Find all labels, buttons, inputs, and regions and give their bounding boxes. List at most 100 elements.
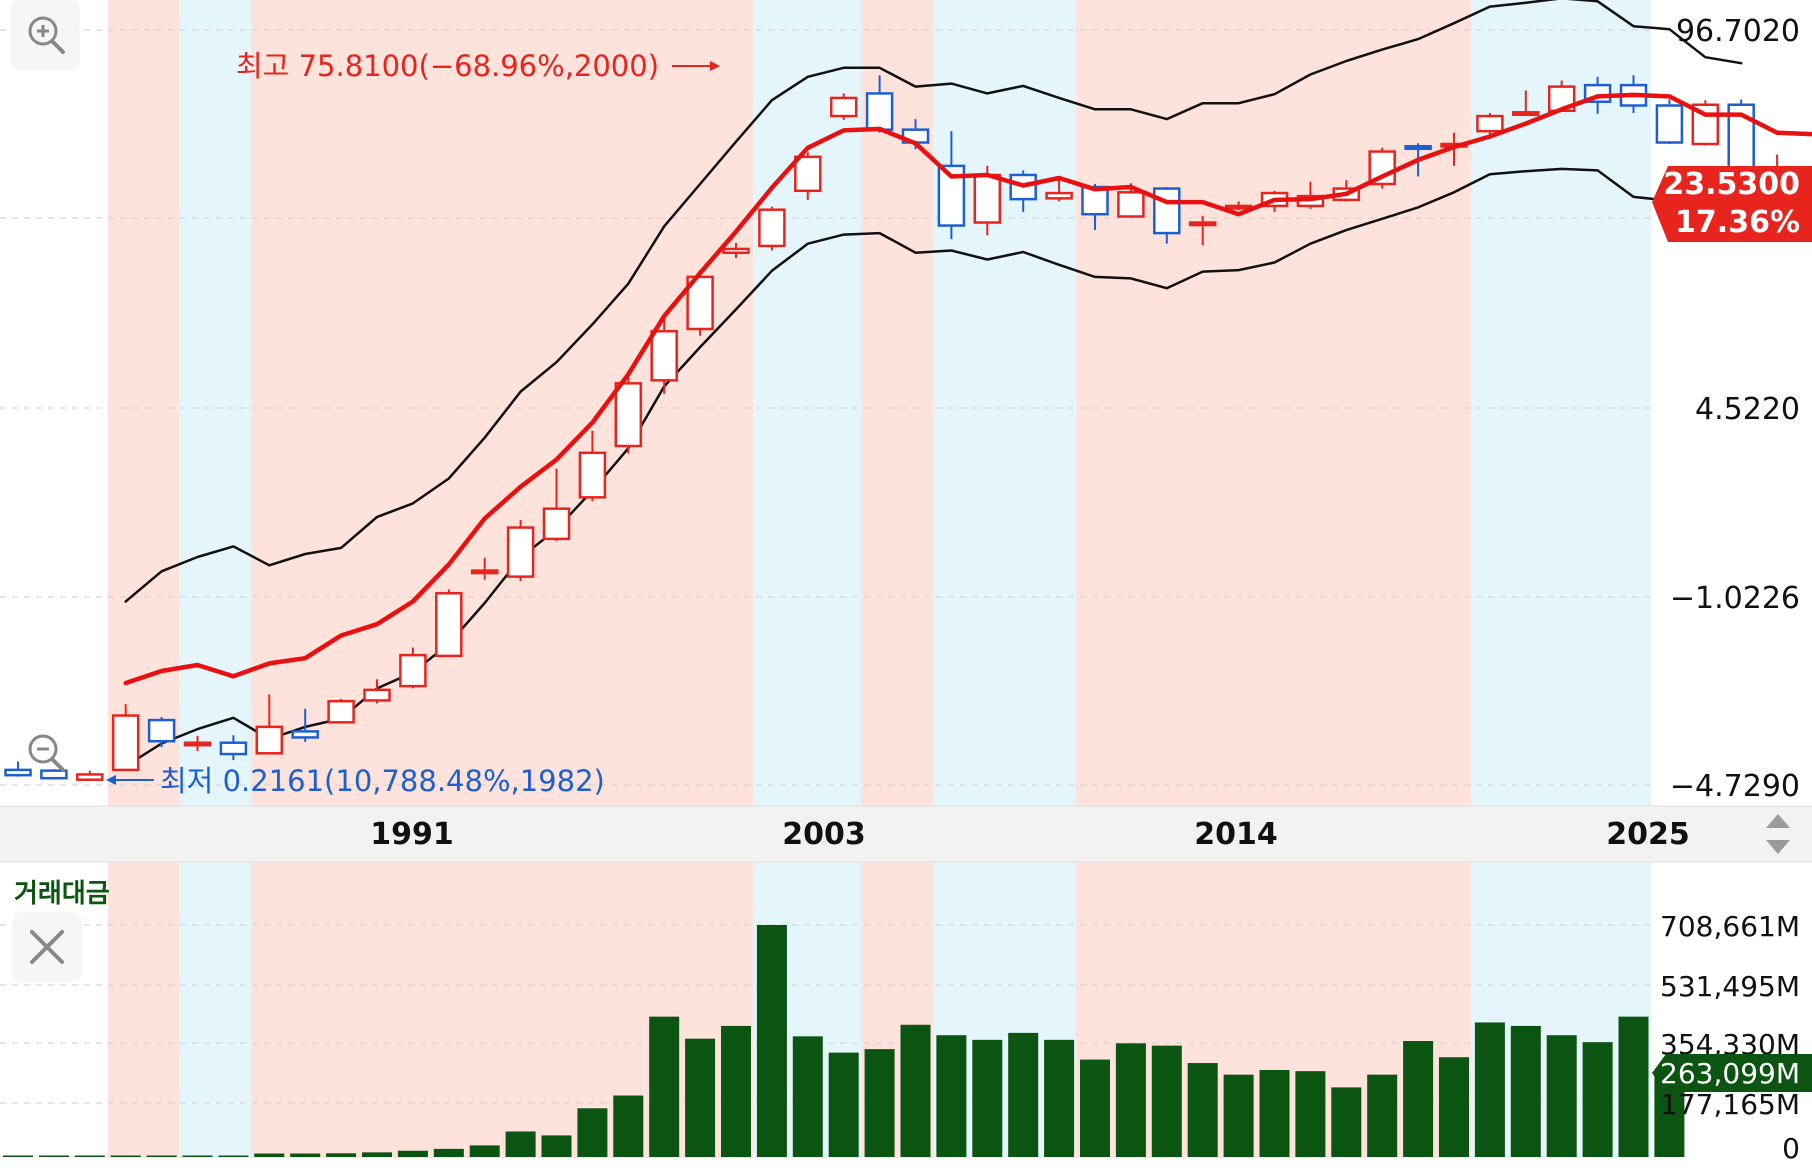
volume-axis-label: 708,661M [1660, 910, 1800, 943]
candle-body [363, 688, 391, 702]
candle [829, 93, 858, 120]
price-axis-label: 4.5220 [1695, 392, 1800, 427]
candle [1691, 100, 1720, 146]
candle [542, 468, 571, 542]
volume-axis-label: 531,495M [1660, 970, 1800, 1003]
volume-bar [3, 1155, 33, 1157]
candle-body [650, 329, 678, 382]
volume-bars [3, 925, 1685, 1157]
candle-body [147, 718, 176, 743]
price-axis-label: −1.0226 [1670, 581, 1800, 616]
period-band [251, 0, 753, 806]
candle [4, 761, 32, 777]
candle [255, 694, 284, 755]
candle [722, 242, 750, 259]
candle-body [1117, 191, 1145, 218]
volume-bar [577, 1108, 608, 1157]
candle-body [1045, 191, 1073, 200]
price-axis-label: −4.7290 [1670, 769, 1800, 804]
candle-body [865, 92, 894, 131]
volume-bar [649, 1016, 680, 1157]
volume-bar [290, 1153, 321, 1157]
candle [1009, 170, 1037, 212]
volume-bar [362, 1152, 392, 1157]
volume-bar [74, 1155, 105, 1157]
volume-bar [972, 1039, 1003, 1157]
volume-axis-label: 177,165M [1660, 1088, 1800, 1121]
current-change: 17.36% [1675, 205, 1800, 240]
period-band [108, 862, 179, 1158]
candle-body [327, 699, 355, 724]
year-label: 1991 [370, 817, 454, 852]
candle-body [40, 769, 68, 780]
volume-bar [218, 1155, 249, 1157]
volume-bar [828, 1052, 859, 1157]
candle [1153, 187, 1181, 244]
low-annotation-text: 최저 0.2161(10,788.48%,1982) [160, 764, 605, 798]
candle [363, 679, 391, 704]
volume-bar [1187, 1063, 1218, 1157]
volume-bar [613, 1095, 644, 1157]
volume-bar [1151, 1045, 1182, 1157]
volume-title: 거래대금 [14, 879, 110, 909]
period-band [753, 0, 861, 806]
current-volume: 263,099M [1660, 1057, 1800, 1090]
volume-bar [1618, 1016, 1649, 1157]
candle [865, 75, 894, 133]
moving-average [123, 92, 1812, 686]
candle-body [1188, 221, 1217, 227]
candle-body [1224, 204, 1253, 210]
volume-bar [864, 1049, 895, 1157]
current-volume-tag-bg [1652, 1054, 1812, 1092]
period-background [108, 0, 1651, 1158]
volume-bar [936, 1035, 967, 1157]
candle [758, 206, 786, 251]
volume-bar [1367, 1074, 1398, 1157]
candle-body [722, 247, 750, 254]
volume-bar [146, 1155, 177, 1157]
high-annotation-text: 최고 75.8100(−68.96%,2000) [236, 49, 659, 83]
candle [794, 152, 822, 200]
volume-bar [1510, 1025, 1541, 1157]
volume-bar [1008, 1032, 1039, 1157]
axis-scroll-button[interactable] [1756, 808, 1800, 860]
current-price-tag: 23.5300 17.36% [1652, 166, 1812, 242]
zoom-out-button[interactable] [10, 716, 80, 786]
zoom-in-button[interactable] [10, 0, 80, 70]
year-label: 2014 [1194, 817, 1278, 852]
volume-bar [1223, 1074, 1254, 1157]
current-price: 23.5300 [1663, 167, 1800, 202]
close-volume-button[interactable] [12, 912, 82, 982]
candle-body [506, 526, 535, 578]
volume-bar [182, 1155, 213, 1157]
volume-axis-label: 0 [1782, 1132, 1800, 1165]
year-labels: 1991 2003 2014 2025 [370, 817, 1690, 852]
volume-bar [1474, 1022, 1505, 1157]
volume-bar [541, 1135, 572, 1157]
candle-body [183, 741, 212, 747]
envelope-bands [124, 0, 1743, 768]
moving-average-line [123, 92, 1812, 686]
candle-body [291, 730, 319, 739]
candle [327, 698, 355, 724]
candle [111, 704, 140, 772]
candle [1045, 177, 1073, 202]
candle [470, 557, 499, 580]
low-annotation: 최저 0.2161(10,788.48%,1982) [106, 764, 605, 798]
candle [973, 165, 1002, 236]
candle-body [1153, 187, 1181, 235]
candle [1512, 90, 1540, 117]
candle [399, 647, 427, 689]
candle-body [542, 507, 571, 541]
volume-bar [326, 1153, 357, 1157]
candle [147, 717, 176, 748]
candle-body [255, 725, 284, 755]
updown-arrows-icon [1766, 814, 1790, 854]
candle-body [76, 773, 104, 781]
period-band [1076, 0, 1471, 806]
candle-body [470, 569, 499, 575]
candle-body [1476, 114, 1504, 133]
volume-bar [792, 1036, 823, 1157]
volume-bar [433, 1148, 464, 1157]
